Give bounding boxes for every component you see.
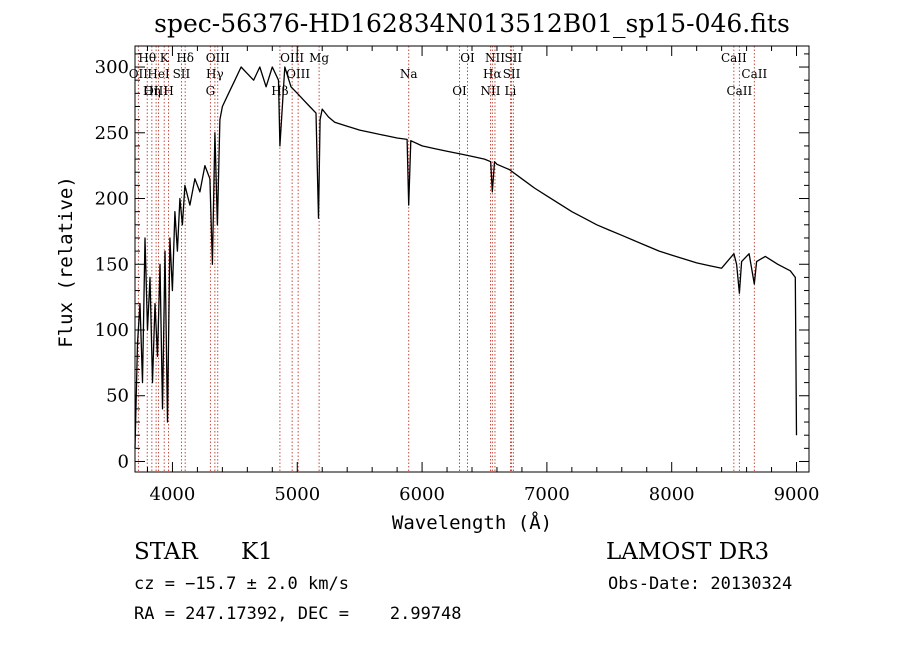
- spectral-line-label: CaII: [741, 67, 767, 81]
- spectral-line-label: SII: [503, 67, 521, 81]
- y-tick-label: 50: [106, 386, 129, 407]
- spectral-line-label: Hβ: [271, 84, 288, 98]
- spectral-line-label: Hδ: [176, 51, 194, 65]
- spectral-line-label: CaII: [721, 51, 747, 65]
- x-tick-label: 4000: [150, 484, 196, 505]
- spectral-line-label: NII: [480, 84, 500, 98]
- spectral-line-label: Hα: [483, 67, 502, 81]
- spectral-line-label: G: [206, 84, 216, 98]
- y-tick-label: 100: [95, 320, 129, 341]
- spectral-line-markers: [137, 46, 755, 472]
- x-tick-label: 5000: [274, 484, 320, 505]
- y-tick-label: 0: [118, 451, 129, 472]
- x-axis-label: Wavelength (Å): [392, 511, 552, 534]
- object-class: STAR: [134, 539, 198, 565]
- spectral-line-label: Li: [505, 84, 517, 98]
- spectral-line-label: Hθ: [138, 51, 156, 65]
- spectral-line-label: SII: [173, 67, 191, 81]
- y-tick-label: 250: [95, 123, 129, 144]
- x-tick-label: 7000: [524, 484, 570, 505]
- observation-date: Obs-Date: 20130324: [608, 574, 793, 594]
- x-tick-label: 6000: [399, 484, 445, 505]
- spectral-line-label: Na: [400, 67, 418, 81]
- spectral-line-label: NII: [485, 51, 505, 65]
- y-tick-label: 150: [95, 254, 129, 275]
- spectral-line-label: Hγ: [206, 67, 224, 81]
- spectral-line-label: H: [163, 84, 173, 98]
- spectral-line-labels: HθOIIOIIIKHeIHηHδSIIHOIIIHγGOIIIOIIIHβMg…: [129, 51, 768, 98]
- spectral-line-label: OIII: [206, 51, 230, 65]
- spectral-line-label: OIII: [280, 51, 304, 65]
- spectral-line-label: Mg: [309, 51, 329, 65]
- spectral-line-label: HeI: [147, 67, 170, 81]
- spectral-line-label: OI: [460, 51, 475, 65]
- spectral-line-label: SII: [504, 51, 522, 65]
- y-tick-label: 200: [95, 189, 129, 210]
- spectral-line-label: Hη: [143, 84, 161, 98]
- y-axis-ticks: 0 50 100 150 200 250 300: [95, 53, 809, 472]
- spectral-line-label: OII: [129, 67, 149, 81]
- x-tick-label: 9000: [774, 484, 820, 505]
- spectral-line-label: OIII: [144, 84, 168, 98]
- spectral-line-label: OIII: [286, 67, 310, 81]
- x-tick-label: 8000: [649, 484, 695, 505]
- y-axis-label: Flux (relative): [55, 176, 77, 348]
- y-tick-label: 300: [95, 57, 129, 78]
- coordinates: RA = 247.17392, DEC = 2.99748: [134, 604, 462, 624]
- spectrum-line: [134, 66, 798, 449]
- redshift-velocity: cz = −15.7 ± 2.0 km/s: [134, 574, 349, 594]
- object-subclass: K1: [241, 539, 273, 565]
- plot-frame: [134, 45, 810, 473]
- survey-name: LAMOST DR3: [606, 539, 770, 565]
- chart-title: spec-56376-HD162834N013512B01_sp15-046.f…: [154, 9, 790, 38]
- spectral-line-label: K: [160, 51, 170, 65]
- spectral-line-label: CaII: [726, 84, 752, 98]
- spectral-line-label: OI: [452, 84, 467, 98]
- x-axis-ticks: 4000 5000 6000 7000 8000 9000: [146, 46, 820, 505]
